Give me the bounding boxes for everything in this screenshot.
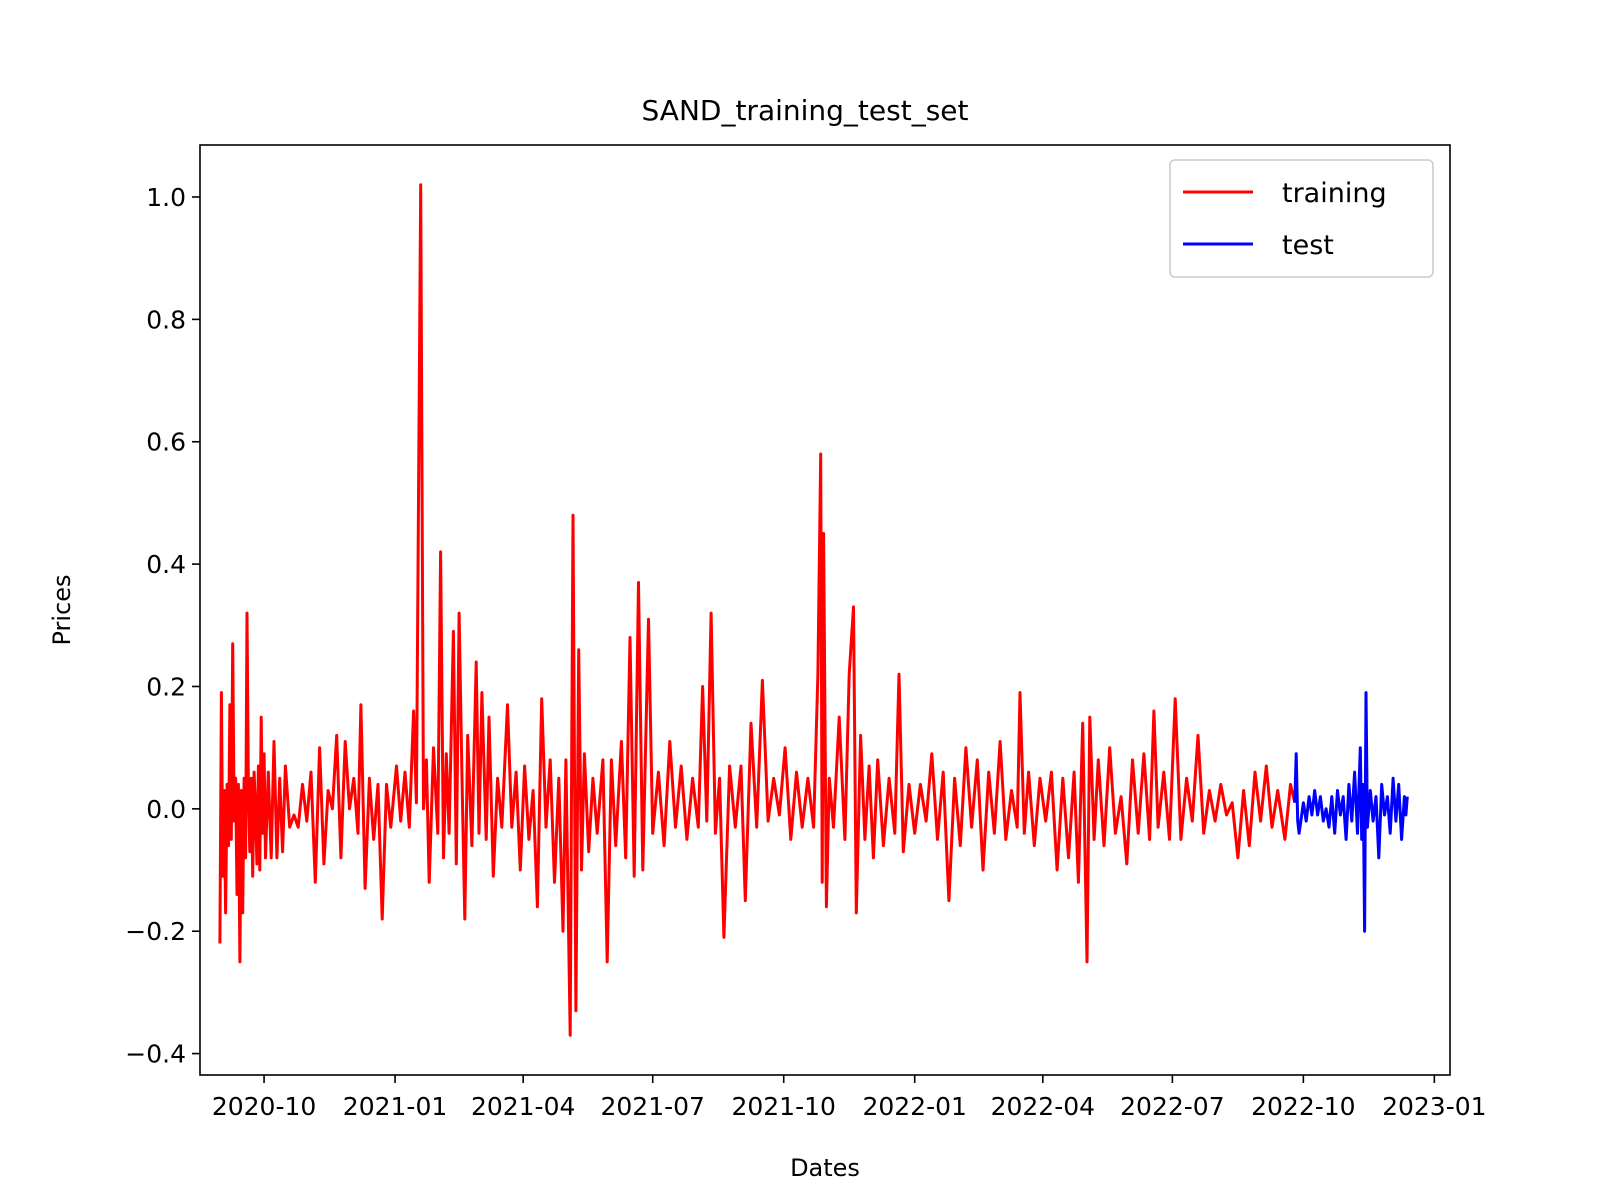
y-axis: −0.4 −0.2 0.0 0.2 0.4 0.6 0.8 1.0 — [125, 183, 200, 1069]
x-tick-label: 2021-01 — [343, 1092, 447, 1121]
x-tick-label: 2022-04 — [991, 1092, 1095, 1121]
x-tick-label: 2020-10 — [212, 1092, 316, 1121]
legend-test-label: test — [1282, 230, 1334, 261]
legend-box — [1169, 159, 1434, 278]
x-tick-label: 2022-10 — [1251, 1092, 1355, 1121]
x-tick-label: 2021-10 — [731, 1092, 835, 1121]
y-tick-label: 0.0 — [146, 795, 186, 824]
y-tick-label: 0.4 — [146, 550, 186, 579]
series-test-line — [1293, 691, 1409, 933]
x-axis: 2020-10 2021-01 2021-04 2021-07 2021-10 2022-… — [212, 1075, 1487, 1121]
x-tick-label: 2021-07 — [600, 1092, 704, 1121]
y-tick-label: −0.4 — [125, 1040, 186, 1069]
y-tick-label: 0.8 — [146, 305, 186, 334]
x-tick-label: 2022-07 — [1120, 1092, 1224, 1121]
legend-training-label: training — [1282, 178, 1387, 209]
x-tick-label: 2022-01 — [862, 1092, 966, 1121]
y-tick-label: 0.6 — [146, 428, 186, 457]
chart-title: SAND_training_test_set — [642, 94, 969, 127]
series-layer — [218, 183, 1409, 1037]
y-tick-label: 0.2 — [146, 672, 186, 701]
plot-area-frame — [199, 144, 1451, 1076]
y-tick-label: 1.0 — [146, 183, 186, 212]
x-axis-label: Dates — [790, 1154, 860, 1182]
x-tick-label: 2023-01 — [1382, 1092, 1486, 1121]
x-tick-label: 2021-04 — [471, 1092, 575, 1121]
legend: training test — [1169, 159, 1434, 278]
y-tick-label: −0.2 — [125, 917, 186, 946]
y-axis-label: Prices — [48, 574, 76, 645]
series-training-line — [218, 183, 1297, 1037]
